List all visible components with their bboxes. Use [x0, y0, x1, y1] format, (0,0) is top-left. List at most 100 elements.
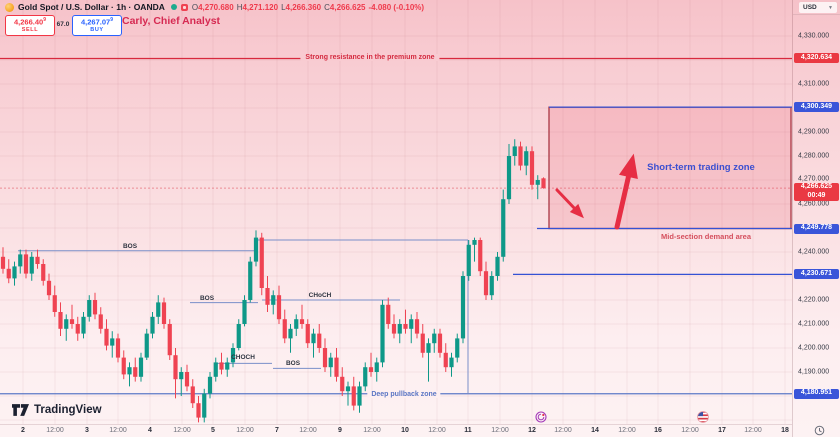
price-badge: 4,266.625 00:49 — [794, 183, 839, 202]
price-badge: 4,320.634 — [794, 53, 839, 64]
candle-body — [58, 312, 63, 329]
candle-body — [259, 237, 264, 288]
trading-zone-label: Short-term trading zone — [647, 162, 755, 173]
candle-body — [92, 300, 98, 315]
price-tick: 4,280.000 — [798, 152, 830, 160]
candle-body — [449, 357, 454, 368]
candle-body — [483, 271, 489, 296]
candle-body — [236, 324, 241, 348]
candle-body — [87, 300, 92, 317]
timezone-clock-button[interactable] — [810, 424, 828, 436]
candle-body — [75, 324, 80, 334]
candle-body — [161, 302, 167, 324]
candle-body — [12, 266, 17, 279]
source-icon[interactable] — [180, 3, 188, 11]
candle-body — [432, 333, 437, 344]
time-tick: 2 — [21, 427, 25, 434]
high-value: 4,271.120 — [242, 2, 279, 12]
ohlc-values: O4,270.680 H4,271.120 L4,266.360 C4,266.… — [191, 2, 425, 12]
price-tick: 4,240.000 — [798, 248, 830, 256]
countdown-timer: 00:49 — [807, 192, 826, 200]
candle-body — [133, 367, 138, 377]
candle-body — [0, 256, 6, 269]
price-badge: 4,180.951 — [794, 388, 839, 399]
price-tick: 4,260.000 — [798, 200, 830, 208]
trend-arrow — [555, 188, 579, 213]
time-tick: 16 — [654, 427, 662, 434]
time-tick: 9 — [338, 427, 342, 434]
pullback-zone-label: Deep pullback zone — [367, 391, 441, 398]
time-tick: 11 — [464, 427, 472, 434]
candle-body — [472, 240, 477, 245]
candle-body — [150, 316, 155, 334]
calendar-event-icon[interactable] — [535, 410, 547, 423]
price-badge: 4,300.349 — [794, 102, 839, 113]
currency-selector[interactable]: USD ▼ — [799, 2, 837, 13]
price-tick: 4,210.000 — [798, 320, 830, 328]
candle-body — [489, 276, 494, 296]
price-axis[interactable]: USD ▼ 4,330.000 4,310.000 4,290.000 4,280.00… — [792, 0, 840, 437]
candle-body — [29, 256, 34, 274]
candle-body — [196, 403, 201, 418]
candle-body — [271, 295, 276, 305]
price-tick: 4,330.000 — [798, 32, 830, 40]
time-tick: 12:00 — [491, 427, 509, 434]
symbol-legend[interactable]: Gold Spot / U.S. Dollar · 1h · OANDA O4,… — [5, 2, 424, 12]
candle-body — [512, 146, 517, 156]
candle-body — [110, 338, 115, 346]
candle-body — [334, 357, 339, 377]
symbol-title[interactable]: Gold Spot / U.S. Dollar · 1h · OANDA — [18, 2, 165, 12]
candle-body — [144, 333, 149, 358]
market-status-dot-icon[interactable] — [170, 4, 177, 10]
candle-body — [219, 362, 224, 370]
time-tick: 3 — [85, 427, 89, 434]
price-tick: 4,200.000 — [798, 344, 830, 352]
time-tick: 12:00 — [681, 427, 699, 434]
tradingview-logo[interactable]: TradingView — [12, 403, 102, 417]
candle-body — [6, 268, 11, 279]
candle-body — [420, 333, 425, 353]
candle-body — [115, 338, 121, 358]
candle-body — [541, 178, 546, 189]
trend-arrow — [614, 167, 633, 230]
candle-body — [179, 372, 184, 380]
time-tick: 12:00 — [173, 427, 191, 434]
candle-body — [69, 319, 75, 324]
candle-body — [173, 355, 178, 380]
candle-body — [495, 256, 500, 276]
price-badge: 4,230.671 — [794, 269, 839, 280]
candle-body — [156, 302, 161, 317]
price-tick: 4,290.000 — [798, 128, 830, 136]
candle-body — [202, 393, 207, 418]
price-tick: 4,270.000 — [798, 175, 830, 183]
candle-body — [529, 151, 535, 185]
buy-button[interactable]: 4,267.079 BUY — [72, 15, 122, 36]
time-axis[interactable]: 2 12:00 3 12:00 4 12:00 5 12:00 7 12:00 9 12:00 10 12… — [0, 424, 792, 437]
candle-body — [403, 324, 408, 329]
close-value: 4,266.625 — [329, 2, 366, 12]
candle-body — [409, 319, 414, 329]
candle-body — [127, 367, 132, 375]
time-tick: 12:00 — [109, 427, 127, 434]
sell-button[interactable]: 4,266.409 SELL — [5, 15, 55, 36]
time-tick: 12:00 — [554, 427, 572, 434]
us-flag-icon[interactable] — [697, 410, 709, 423]
candle-body — [98, 314, 103, 329]
candle-body — [351, 386, 356, 406]
price-tick: 4,310.000 — [798, 80, 830, 88]
candle-body — [52, 295, 57, 312]
candle-body — [363, 367, 368, 387]
time-tick: 12:00 — [236, 427, 254, 434]
tradingview-logo-text: TradingView — [34, 404, 102, 416]
candle-body — [443, 352, 448, 368]
candle-body — [317, 333, 322, 348]
candle-body — [253, 237, 259, 262]
price-tick: 4,220.000 — [798, 296, 830, 304]
candle-body — [138, 357, 144, 377]
candle-body — [455, 338, 460, 358]
candle-body — [23, 254, 29, 274]
time-tick: 7 — [275, 427, 279, 434]
candle-body — [184, 372, 190, 387]
candle-body — [230, 348, 236, 363]
